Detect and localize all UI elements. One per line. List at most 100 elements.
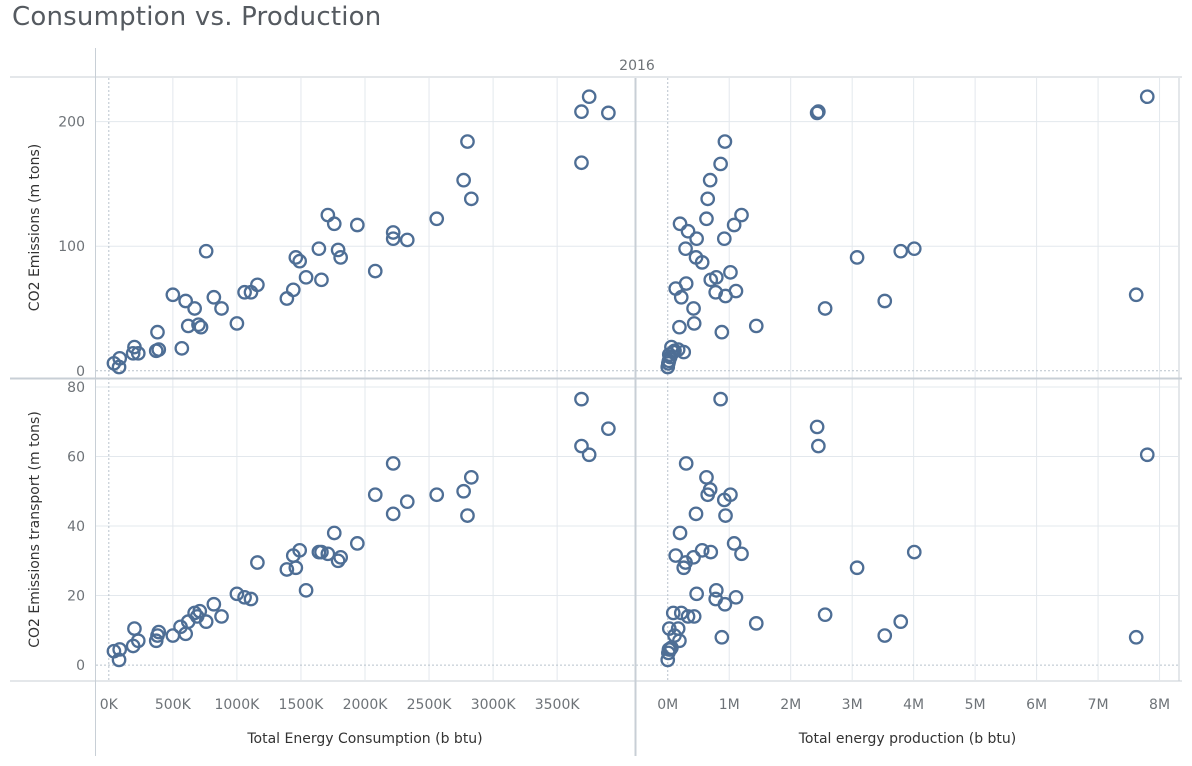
scatter-point: [151, 624, 167, 640]
scatter-point: [906, 544, 922, 560]
x-tick-label: 0M: [657, 697, 678, 713]
scatter-point: [811, 438, 826, 454]
scatter-point: [125, 345, 141, 361]
scatter-point: [298, 582, 314, 598]
y-tick-label: 200: [58, 115, 85, 131]
scatter-point: [314, 272, 329, 288]
scatter-point: [326, 525, 342, 541]
scatter-point: [292, 253, 308, 269]
x-tick-label: 1000K: [214, 697, 260, 713]
scatter-point: [713, 156, 728, 172]
x-tick-label: 2500K: [407, 697, 453, 713]
scatter-point: [285, 282, 301, 298]
scatter-point: [672, 633, 687, 649]
scatter-point: [314, 544, 329, 560]
scatter-point: [298, 269, 314, 285]
scatter-point: [877, 628, 893, 643]
scatter-point: [279, 562, 295, 577]
scatter-point: [723, 264, 738, 280]
scatter-point: [214, 609, 229, 624]
scatter-point: [198, 614, 214, 629]
x-tick-label: 3000K: [471, 697, 517, 713]
scatter-point: [250, 555, 265, 570]
scatter-point: [1128, 287, 1144, 303]
scatter-point: [399, 232, 415, 248]
scatter-point: [849, 560, 865, 576]
scatter-point: [1139, 447, 1155, 463]
scatter-point: [229, 586, 245, 602]
scatter-point: [748, 616, 764, 631]
scatter-point: [699, 469, 714, 485]
scatter-point: [250, 277, 265, 293]
scatter-point: [672, 216, 688, 232]
scatter-point: [748, 318, 764, 334]
scatter-point: [678, 241, 693, 257]
scatter-point: [456, 172, 471, 188]
scatter-point: [288, 560, 304, 576]
scatter-point: [399, 494, 415, 510]
scatter-point: [151, 342, 167, 357]
scatter-point: [330, 242, 346, 258]
scatter-point: [349, 217, 365, 233]
scatter-point: [688, 506, 704, 522]
scatter-panel: [660, 89, 1155, 375]
scatter-point: [817, 607, 833, 623]
scatter-point: [665, 605, 681, 621]
scatter-point: [849, 250, 865, 265]
scatter-point: [429, 487, 445, 503]
scatter-point: [574, 391, 589, 407]
scatter-point: [237, 284, 252, 300]
scatter-panel: [660, 391, 1155, 668]
scatter-point: [174, 340, 190, 356]
scatter-point: [678, 276, 694, 291]
scatter-point: [367, 263, 383, 279]
scatter-point: [686, 609, 702, 624]
y-axis-title: CO2 Emissions transport (m tons): [27, 411, 43, 648]
x-tick-label: 1500K: [279, 697, 325, 713]
scatter-point: [333, 250, 349, 265]
scatter-point: [668, 548, 684, 563]
scatter-point: [349, 536, 365, 551]
scatter-point: [463, 191, 479, 207]
chart-title: Consumption vs. Production: [12, 2, 382, 32]
scatter-point: [214, 301, 229, 316]
scatter-point: [708, 269, 724, 285]
scatter-point: [581, 89, 597, 105]
scatter-point: [127, 621, 142, 636]
scatter-point: [680, 609, 696, 624]
scatter-point: [694, 543, 710, 558]
scatter-point: [192, 603, 208, 619]
scatter-point: [581, 447, 597, 463]
x-axis-title: Total Energy Consumption (b btu): [246, 731, 482, 747]
scatter-point: [187, 301, 202, 316]
scatter-point: [320, 546, 336, 562]
scatter-point: [713, 391, 728, 407]
scatter-point: [165, 287, 181, 303]
scatter-point: [676, 344, 692, 360]
scatter-point: [288, 250, 304, 265]
scatter-point: [460, 508, 475, 523]
scatter-point: [198, 243, 214, 259]
scatter-point: [456, 483, 471, 499]
scatter-point: [734, 207, 749, 223]
scatter-point: [686, 316, 702, 331]
y-tick-label: 80: [67, 380, 85, 396]
y-tick-label: 100: [58, 239, 85, 255]
x-axis-title: Total energy production (b btu): [798, 731, 1017, 747]
scatter-point: [150, 324, 165, 340]
scatter-point: [1139, 89, 1155, 105]
scatter-point: [686, 549, 701, 565]
scatter-point: [193, 319, 209, 335]
y-tick-label: 40: [67, 519, 85, 535]
x-tick-label: 1M: [719, 697, 740, 713]
scatter-point: [728, 589, 744, 605]
x-tick-label: 8M: [1149, 697, 1170, 713]
scatter-point: [330, 553, 346, 569]
scatter-point: [191, 317, 206, 333]
scatter-point: [243, 591, 259, 607]
scatter-point: [893, 614, 909, 629]
scatter-point: [726, 536, 742, 551]
x-tick-label: 2000K: [343, 697, 389, 713]
scatter-point: [702, 172, 718, 188]
